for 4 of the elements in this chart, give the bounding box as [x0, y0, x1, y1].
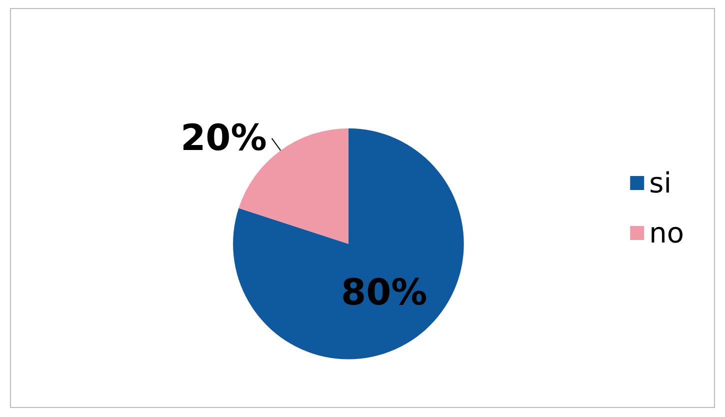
legend-label: si: [649, 166, 672, 200]
data-label: 20%: [180, 118, 267, 159]
legend-label: no: [649, 216, 684, 250]
data-label: 80%: [341, 272, 428, 314]
